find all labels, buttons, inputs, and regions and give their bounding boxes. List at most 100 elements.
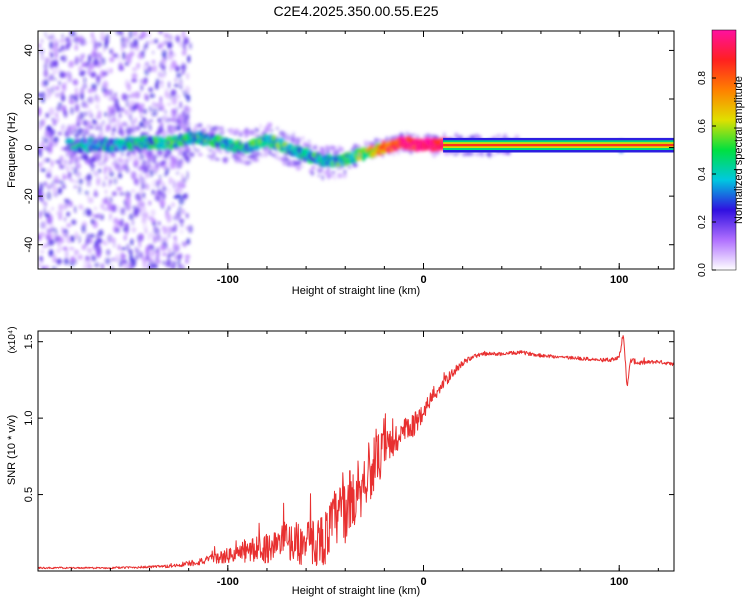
- y-tick-label: 1.0: [23, 410, 35, 425]
- spectrogram-noise-blob: [49, 250, 54, 256]
- spectrogram-haze-blob: [465, 153, 470, 157]
- spectrogram-noise-blob: [38, 143, 41, 147]
- spectrogram-haze-blob: [126, 152, 130, 158]
- spectrogram-noise-blob: [104, 41, 108, 50]
- spectrogram-noise-blob: [145, 95, 149, 102]
- spectrogram-noise-blob: [44, 57, 50, 65]
- spectrogram-noise-blob: [51, 206, 54, 211]
- spectrogram-noise-blob: [128, 103, 132, 112]
- spectrogram-noise-blob: [185, 259, 189, 264]
- spectrogram-haze-blob: [82, 121, 86, 125]
- spectrogram-haze-blob: [327, 173, 330, 181]
- spectrogram-noise-blob: [78, 185, 82, 194]
- spectrogram-noise-blob: [39, 231, 46, 238]
- spectrogram-noise-blob: [145, 173, 150, 179]
- spectrogram-haze-blob: [111, 161, 116, 167]
- spectrogram-haze-blob: [163, 153, 170, 157]
- spectrogram-haze-blob: [112, 124, 118, 127]
- spectrogram-noise-blob: [74, 249, 77, 257]
- spectrogram-haze-blob: [143, 125, 147, 129]
- spectrogram-haze-blob: [278, 156, 285, 162]
- spectrogram-noise-blob: [40, 38, 44, 44]
- spectrogram-noise-blob: [153, 249, 160, 254]
- spectrogram-noise-blob: [70, 166, 74, 171]
- spectrogram-noise-blob: [148, 87, 154, 93]
- snr-x-ticks: -100 0 100: [70, 331, 659, 588]
- spectrogram-noise-blob: [178, 196, 185, 205]
- spectrogram-noise-blob: [63, 232, 66, 238]
- y-tick-label: 1.5: [23, 334, 35, 349]
- spectrogram-noise-blob: [139, 121, 145, 127]
- spectrogram-haze-blob: [506, 152, 511, 156]
- spectrogram-haze-blob: [108, 124, 111, 131]
- spectrogram-haze-blob: [240, 161, 247, 164]
- spectrogram-noise-blob: [173, 242, 177, 249]
- spectrogram-haze-blob: [284, 154, 288, 162]
- spectrogram-noise-blob: [122, 51, 126, 60]
- spectrogram-haze-blob: [214, 128, 218, 133]
- spectrogram-haze-blob: [158, 117, 161, 124]
- spectrogram-noise-blob: [141, 117, 146, 122]
- spectrogram-noise-blob: [75, 171, 82, 178]
- spectrogram-noise-blob: [130, 172, 133, 176]
- spectrogram-noise-blob: [171, 89, 177, 99]
- spectrogram-noise-blob: [39, 161, 44, 166]
- spectrogram-haze-blob: [310, 170, 315, 176]
- spectrogram-noise-blob: [181, 89, 185, 94]
- spectrogram-noise-blob: [63, 257, 70, 265]
- spectrogram-haze-blob: [132, 123, 135, 130]
- spectrogram-haze-blob: [316, 166, 322, 173]
- spectrogram-haze-blob: [77, 134, 80, 138]
- spectrogram-noise-blob: [78, 35, 84, 40]
- colorbar-tick-label: 0.4: [697, 167, 708, 181]
- spectrogram-noise-blob: [48, 145, 53, 154]
- spectrogram-noise-blob: [50, 182, 54, 188]
- spectrogram-noise-blob: [141, 50, 145, 59]
- spectrogram-noise-blob: [82, 41, 88, 46]
- spectrogram-haze-blob: [352, 164, 359, 167]
- spectrogram-noise-blob: [49, 50, 52, 57]
- spectrogram-noise-blob: [60, 155, 64, 162]
- spectrogram-haze-blob: [444, 153, 450, 156]
- spectrogram-noise-blob: [61, 226, 64, 232]
- spectrogram-noise-blob: [168, 148, 172, 156]
- spectrogram-noise-blob: [165, 258, 172, 267]
- spectrogram-noise-blob: [166, 214, 172, 223]
- spectrogram-haze-blob: [120, 122, 124, 126]
- spectrogram-noise-blob: [121, 36, 126, 43]
- spectrogram-noise-blob: [160, 49, 167, 53]
- spectrogram-noise-blob: [152, 50, 155, 55]
- y-tick-label: 0: [23, 145, 35, 151]
- spectrogram-haze-blob: [394, 134, 399, 139]
- spectrogram-noise-blob: [153, 169, 157, 175]
- spectrogram-haze-blob: [272, 154, 277, 158]
- spectrogram-noise-blob: [65, 36, 70, 43]
- spectrogram-noise-blob: [139, 79, 143, 83]
- spectrogram-noise-blob: [115, 253, 119, 261]
- spectrogram-noise-blob: [119, 257, 123, 267]
- spectrogram-noise-blob: [44, 31, 47, 37]
- spectrogram-noise-blob: [133, 178, 139, 185]
- spectrogram-haze-blob: [141, 131, 146, 136]
- spectrogram-haze-blob: [184, 154, 189, 161]
- spectrogram-noise-blob: [149, 169, 153, 178]
- spectrogram-haze-blob: [99, 125, 103, 133]
- spectrogram-haze-blob: [250, 154, 257, 159]
- spectrogram-noise-blob: [72, 79, 79, 86]
- spectrogram-haze-blob: [140, 148, 143, 154]
- spectrogram-noise-blob: [43, 79, 49, 87]
- spectrogram-noise-blob: [126, 82, 132, 92]
- spectrogram-noise-blob: [173, 83, 180, 87]
- spectrogram-haze-blob: [338, 145, 341, 151]
- spectrogram-noise-blob: [162, 58, 167, 65]
- y-tick-label: 40: [23, 44, 35, 56]
- spectrogram-noise-blob: [40, 221, 45, 229]
- spectrogram-noise-blob: [78, 204, 84, 210]
- spectrogram-noise-blob: [186, 238, 191, 245]
- spectrogram-noise-blob: [131, 189, 136, 193]
- spectrogram-noise-blob: [125, 196, 131, 206]
- spectrogram-noise-blob: [145, 61, 150, 66]
- spectrogram-noise-blob: [181, 241, 188, 246]
- spectrogram-noise-blob: [107, 202, 112, 212]
- spectrogram-haze-blob: [72, 123, 76, 128]
